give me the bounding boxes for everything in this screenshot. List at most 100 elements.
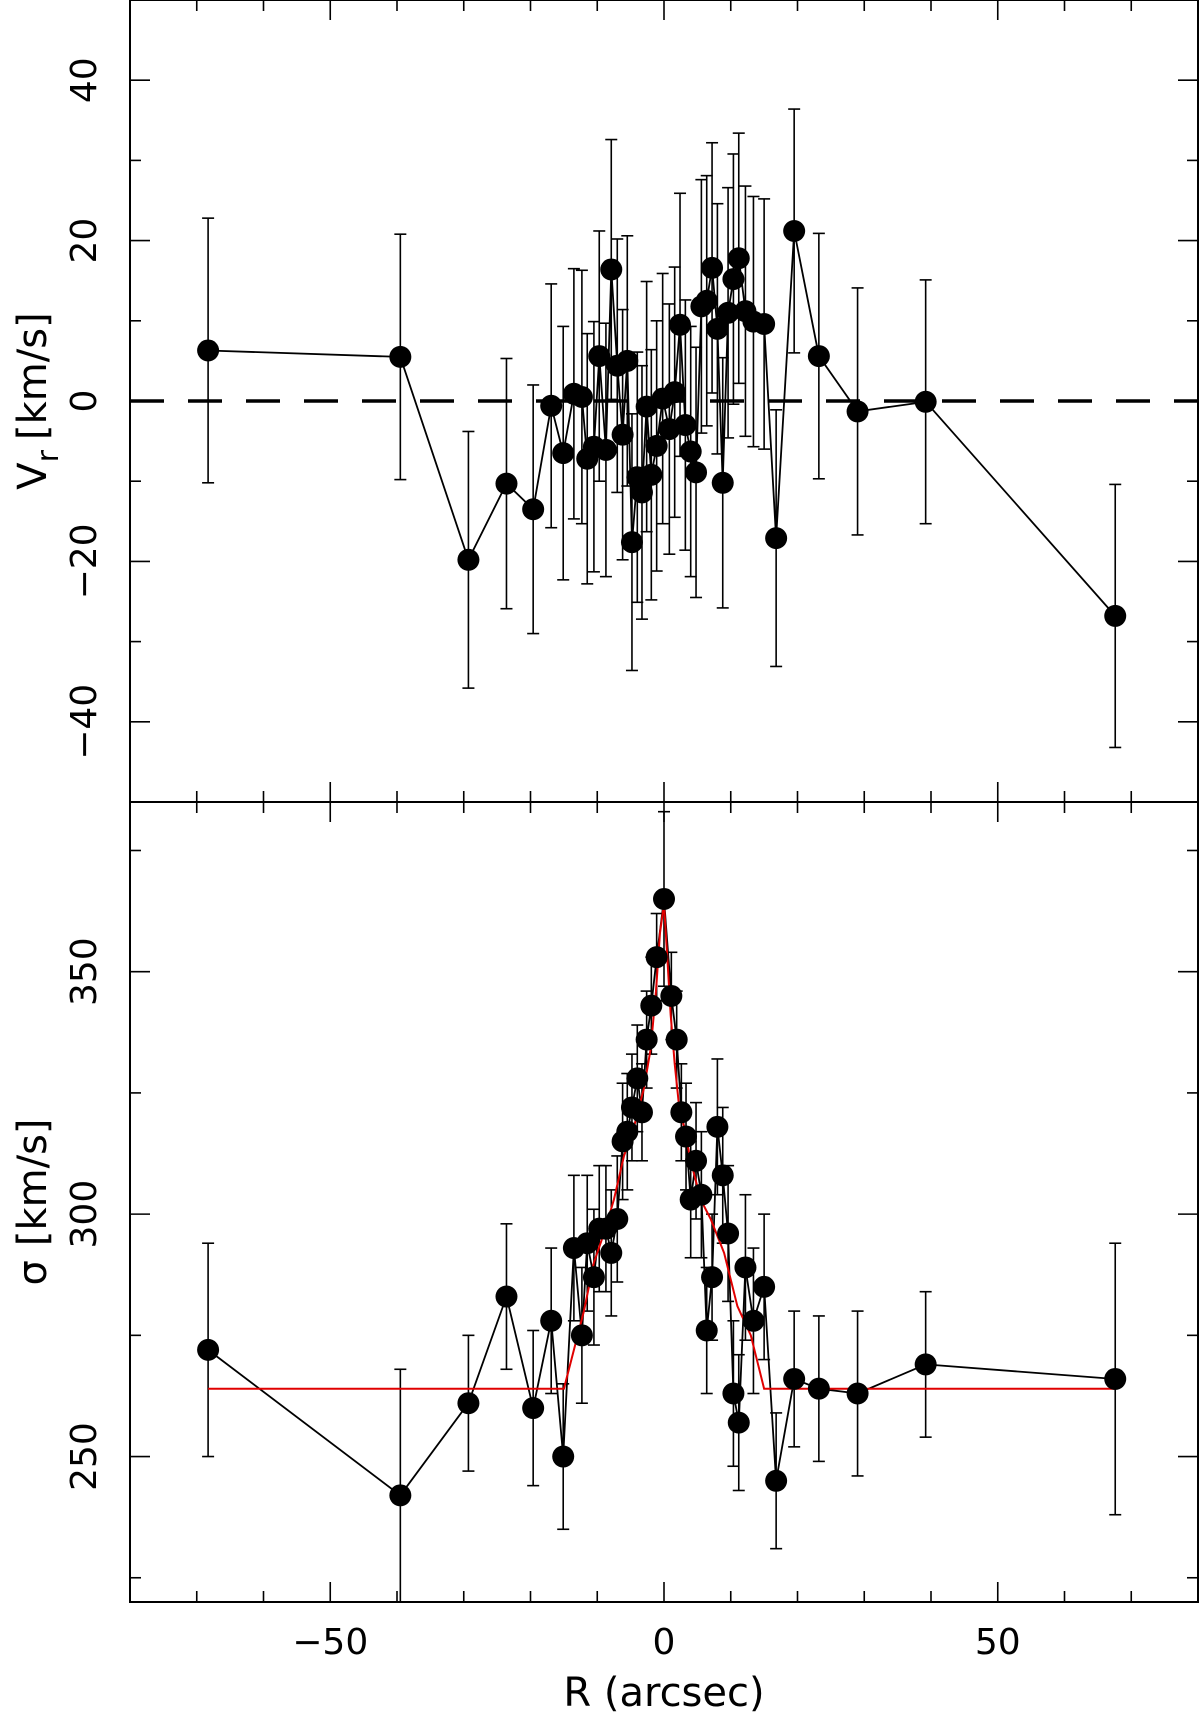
bot-data-point <box>765 1469 788 1492</box>
bot-data-point <box>626 1067 649 1090</box>
bot-data-point <box>582 1266 605 1289</box>
bot-data-point <box>1104 1367 1127 1390</box>
top-data-point <box>663 381 686 404</box>
top-data-point <box>611 423 634 446</box>
top-data-point <box>674 414 697 437</box>
bot-data-point <box>675 1125 698 1148</box>
top-data-point <box>197 339 220 362</box>
model-fit-curve <box>208 903 1116 1390</box>
bot-data-point <box>717 1222 740 1245</box>
top-data-point <box>727 247 750 270</box>
bot-data-point <box>600 1241 623 1264</box>
top-y-title-subscript: r <box>31 449 66 462</box>
x-tick-label: 50 <box>975 1622 1021 1663</box>
top-data-point <box>540 394 563 417</box>
bot-data-point <box>670 1101 693 1124</box>
bottom-panel-connector-group <box>207 898 1116 1497</box>
top-data-point <box>914 390 937 413</box>
top-data-point <box>630 481 653 504</box>
top-data-point <box>717 301 740 324</box>
top-data-point <box>594 438 617 461</box>
top-data-point <box>640 463 663 486</box>
bot-data-point <box>695 1319 718 1342</box>
bot-data-point <box>640 994 663 1017</box>
bot-data-point <box>734 1256 757 1279</box>
bot-data-point <box>722 1382 745 1405</box>
bottom-panel-error-bars <box>202 810 1122 1602</box>
top-data-point <box>701 256 724 279</box>
bot-data-point <box>807 1377 830 1400</box>
bot-data-point <box>701 1266 724 1289</box>
bot-data-point <box>552 1445 575 1468</box>
bot-data-point <box>685 1149 708 1172</box>
bot-data-point <box>576 1232 599 1255</box>
bottom-panel-model-group <box>208 903 1116 1390</box>
top-data-point <box>669 313 692 336</box>
bottom-panel-y-axis-title: σ [km/s] <box>10 1118 56 1285</box>
top-data-point <box>457 548 480 571</box>
top-data-point <box>685 461 708 484</box>
top-data-point <box>616 349 639 372</box>
bot-data-point <box>706 1115 729 1138</box>
bottom-panel-y-tick-labels: 250 300 350 <box>64 937 105 1491</box>
top-data-point <box>389 345 412 368</box>
top-data-point <box>846 400 869 423</box>
top-panel-points <box>197 219 1127 627</box>
bot-data-point <box>616 1120 639 1143</box>
bottom-panel-x-tick-labels: −50 0 50 <box>292 1622 1020 1663</box>
top-y-tick-label: 20 <box>64 218 105 264</box>
top-data-point <box>706 317 729 340</box>
bot-data-point <box>540 1309 563 1332</box>
top-panel: −40 −20 0 20 40 Vr [km/s] <box>10 0 1199 803</box>
top-data-point <box>765 527 788 550</box>
bot-data-point <box>635 1028 658 1051</box>
top-y-tick-label: −40 <box>64 684 105 760</box>
top-data-point <box>807 345 830 368</box>
top-data-point <box>753 313 776 336</box>
bot-data-point <box>727 1411 750 1434</box>
top-y-title-units: [km/s] <box>10 312 56 440</box>
top-data-point <box>570 385 593 408</box>
bot-y-tick-label: 350 <box>64 937 105 1006</box>
top-panel-y-axis-title: Vr [km/s] <box>10 312 66 489</box>
top-data-point <box>783 219 806 242</box>
bot-data-point <box>630 1101 653 1124</box>
bot-data-point <box>742 1309 765 1332</box>
bot-data-point <box>389 1484 412 1507</box>
top-data-point <box>645 434 668 457</box>
bot-data-point <box>522 1397 545 1420</box>
bot-data-point <box>783 1367 806 1390</box>
bottom-panel: 250 300 350 −50 0 50 σ [km/s] R (arcsec) <box>10 801 1199 1716</box>
bot-data-point <box>495 1285 518 1308</box>
bot-y-tick-label: 250 <box>64 1422 105 1491</box>
top-data-point <box>552 442 575 465</box>
top-y-title-main: V <box>10 462 56 490</box>
top-y-tick-label: −20 <box>64 523 105 599</box>
x-axis-title: R (arcsec) <box>563 1670 764 1716</box>
top-data-point <box>522 498 545 521</box>
bot-data-point <box>914 1353 937 1376</box>
bot-data-point <box>570 1324 593 1347</box>
x-tick-label: −50 <box>292 1622 368 1663</box>
top-y-tick-label: 0 <box>64 390 105 413</box>
bottom-y-title-symbol: σ <box>10 1260 56 1285</box>
top-data-point <box>588 345 611 368</box>
bot-data-point <box>753 1275 776 1298</box>
bottom-y-title-units: [km/s] <box>10 1118 56 1246</box>
top-data-point <box>711 471 734 494</box>
top-data-point <box>620 531 643 554</box>
bot-data-point <box>645 946 668 969</box>
bottom-panel-ticks <box>129 802 1199 1602</box>
bot-data-point <box>690 1183 713 1206</box>
top-data-point <box>1104 604 1127 627</box>
top-data-point <box>695 289 718 312</box>
bot-y-tick-label: 300 <box>64 1180 105 1249</box>
bot-data-point <box>197 1338 220 1361</box>
bot-data-point <box>665 1028 688 1051</box>
bot-connector-line <box>207 898 1116 1497</box>
top-data-point <box>600 258 623 281</box>
top-data-point <box>722 268 745 291</box>
top-data-point <box>495 472 518 495</box>
top-data-point <box>679 440 702 463</box>
